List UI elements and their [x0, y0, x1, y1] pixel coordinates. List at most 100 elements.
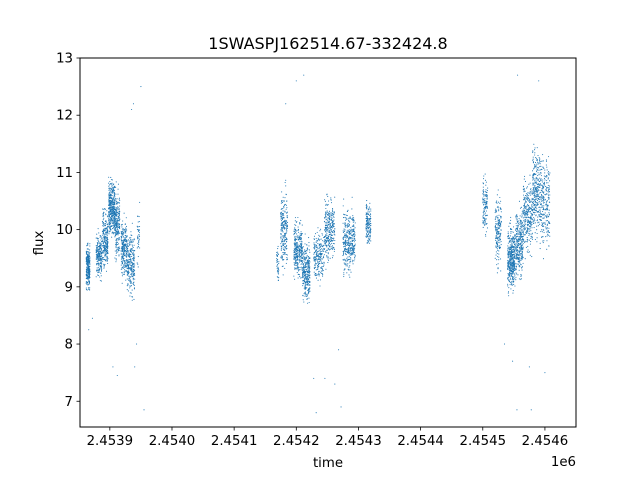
data-point	[88, 262, 90, 264]
data-point	[329, 227, 332, 229]
data-point	[131, 244, 133, 246]
data-point	[133, 259, 135, 261]
data-point	[350, 250, 352, 252]
data-point	[484, 195, 486, 197]
data-point	[129, 253, 131, 255]
data-point	[112, 192, 114, 194]
data-point	[348, 233, 350, 235]
data-point	[522, 209, 524, 211]
data-point	[508, 246, 510, 248]
data-point	[303, 278, 305, 280]
data-point	[277, 276, 279, 278]
data-point	[99, 280, 101, 282]
data-point	[517, 226, 519, 228]
data-point	[509, 241, 511, 243]
data-point	[282, 235, 284, 237]
data-point	[299, 233, 301, 235]
data-point	[301, 253, 303, 255]
data-point	[370, 208, 372, 210]
data-point	[112, 221, 114, 223]
data-point	[483, 208, 485, 210]
data-point	[308, 264, 310, 266]
data-point	[353, 230, 355, 232]
data-point	[98, 245, 101, 247]
data-point	[281, 225, 283, 227]
data-point	[294, 251, 296, 253]
data-point	[116, 251, 118, 253]
data-point	[324, 229, 326, 231]
data-point	[515, 266, 518, 268]
data-point	[351, 208, 353, 210]
data-point	[509, 257, 511, 259]
data-point	[96, 267, 98, 269]
data-point	[106, 221, 108, 223]
data-point	[325, 211, 327, 213]
data-point	[322, 265, 324, 267]
data-point	[520, 233, 522, 235]
data-point	[115, 219, 117, 221]
data-point	[507, 275, 509, 277]
data-point	[105, 214, 107, 216]
data-point	[126, 254, 128, 256]
data-point	[128, 279, 130, 281]
data-point	[299, 257, 301, 259]
data-point	[286, 230, 288, 232]
data-point	[108, 199, 110, 201]
data-point	[113, 208, 115, 210]
data-point	[85, 289, 87, 291]
data-point	[98, 253, 100, 255]
data-point	[294, 268, 296, 270]
data-point	[280, 243, 282, 245]
data-point	[309, 256, 311, 258]
data-point	[324, 235, 327, 237]
data-point	[122, 246, 124, 248]
data-point	[318, 262, 320, 264]
data-point	[102, 225, 104, 227]
data-point	[512, 245, 514, 247]
data-point	[522, 221, 524, 224]
data-point	[96, 242, 98, 244]
data-point	[528, 230, 530, 232]
data-point	[103, 263, 105, 265]
data-point	[352, 246, 354, 248]
data-point	[332, 225, 334, 227]
data-point	[507, 248, 509, 250]
data-point	[307, 271, 309, 273]
data-point	[138, 239, 140, 241]
data-point	[319, 249, 321, 251]
data-point	[112, 204, 114, 206]
data-point	[367, 233, 370, 236]
data-point	[483, 214, 485, 216]
data-point	[86, 283, 88, 286]
data-point	[521, 244, 523, 246]
data-point	[121, 236, 123, 238]
data-point	[308, 290, 310, 292]
data-point	[106, 244, 108, 246]
data-point	[118, 220, 120, 222]
data-point	[486, 190, 488, 192]
data-point	[297, 270, 299, 272]
data-point	[295, 235, 297, 237]
data-point	[131, 275, 133, 277]
data-point	[331, 234, 334, 236]
data-point	[500, 222, 502, 224]
data-point	[295, 247, 297, 249]
data-point	[512, 226, 515, 228]
data-point	[98, 249, 100, 251]
data-point	[333, 230, 335, 232]
data-point	[129, 251, 132, 253]
data-point	[97, 259, 99, 261]
data-point	[486, 194, 488, 196]
data-point	[307, 283, 309, 285]
data-point	[365, 229, 367, 231]
data-point	[293, 232, 295, 235]
data-point	[117, 213, 119, 215]
data-point	[344, 222, 346, 224]
data-point	[494, 212, 496, 214]
data-point	[88, 280, 90, 282]
data-point	[347, 229, 349, 232]
data-point	[344, 236, 346, 238]
data-point	[342, 205, 344, 207]
data-point	[346, 249, 348, 251]
